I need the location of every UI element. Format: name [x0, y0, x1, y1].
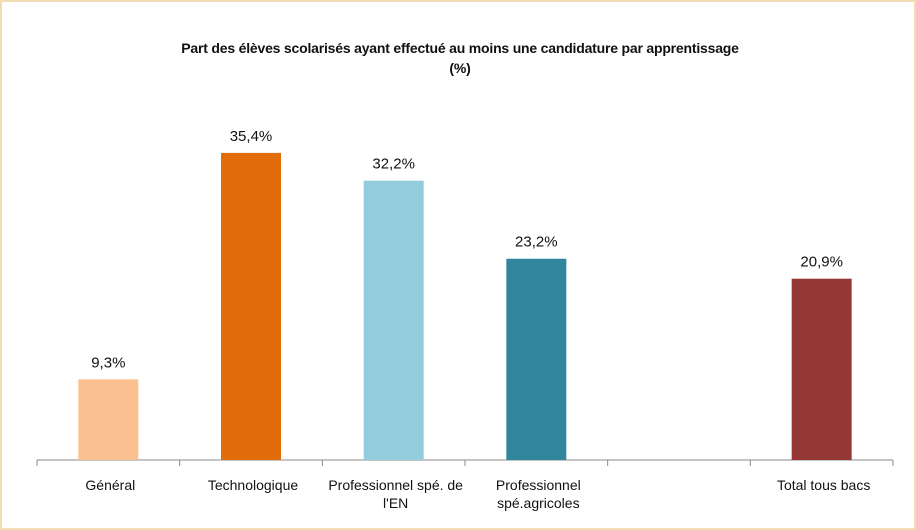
bar: [506, 258, 567, 460]
data-label: 35,4%: [230, 128, 273, 145]
data-label: 32,2%: [372, 156, 415, 173]
bar: [78, 379, 139, 460]
chart-title: Part des élèves scolarisés ayant effectu…: [2, 38, 914, 78]
x-tick-label: Technologique: [207, 477, 299, 493]
data-label: 20,9%: [800, 254, 843, 271]
x-tick-label: Général: [85, 477, 136, 493]
bar: [363, 180, 424, 461]
title-line: Part des élèves scolarisés ayant effectu…: [181, 40, 739, 56]
title-line: (%): [449, 60, 471, 76]
x-tick-label: Total tous bacs: [776, 477, 871, 493]
bar: [791, 278, 852, 460]
bar: [221, 152, 281, 460]
x-tick-label: Professionnel spé. de l'EN: [328, 477, 463, 511]
data-label: 23,2%: [515, 234, 558, 251]
data-label: 9,3%: [91, 354, 125, 371]
x-tick-label: Professionnel spé.agricoles: [495, 477, 581, 511]
